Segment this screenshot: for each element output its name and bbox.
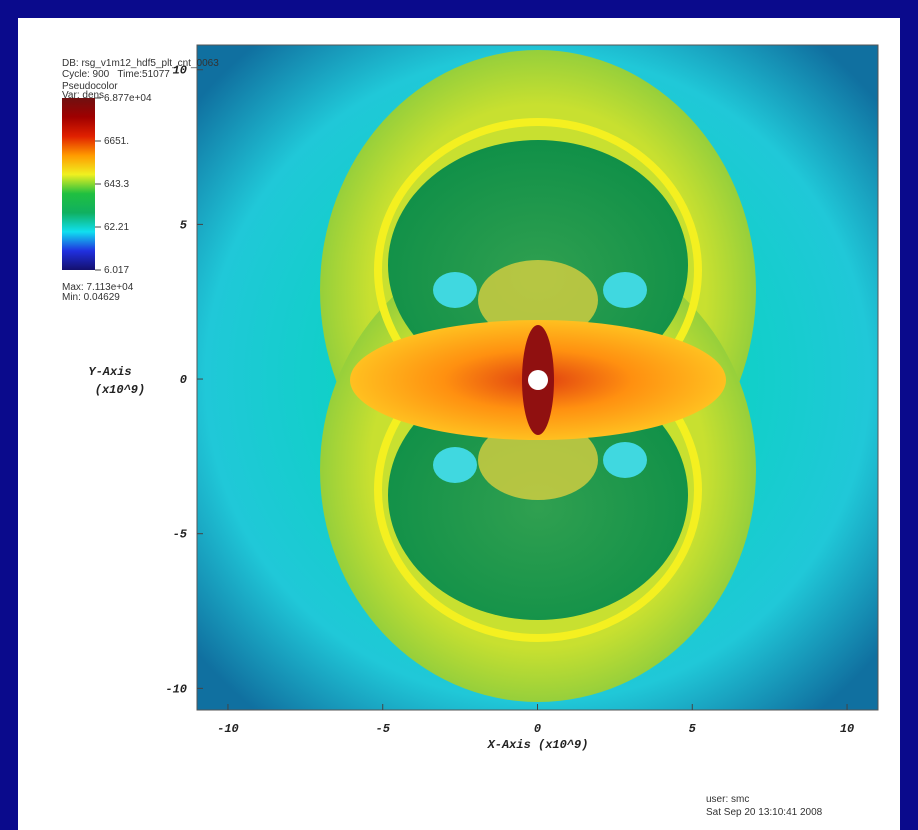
x-tick-label: 5 [689,722,697,736]
date: Sat Sep 20 13:10:41 2008 [706,807,823,818]
x-tick-label: 0 [534,722,541,736]
page: DB: rsg_v1m12_hdf5_plt_cnt_0063 Cycle: 9… [0,0,918,830]
colorbar-tick-label: 62.21 [104,222,129,233]
x-tick-label: -5 [376,722,391,736]
min-label: Min: 0.04629 [62,292,120,303]
colorbar-tick-label: 6.017 [104,265,129,276]
x-axis-title: X-Axis (x10^9) [487,738,589,752]
y-axis-unit: (x10^9) [95,383,145,397]
y-tick-label: 10 [173,64,187,78]
chart: DB: rsg_v1m12_hdf5_plt_cnt_0063 Cycle: 9… [0,0,918,830]
cycle-time: Cycle: 900 Time:51077 [62,69,170,80]
x-tick-label: -10 [217,722,239,736]
y-tick-label: -10 [165,682,187,696]
colorbar [62,98,95,270]
y-tick-label: 0 [180,373,187,387]
y-tick-label: 5 [180,218,188,232]
field-image [197,45,878,710]
user: user: smc [706,794,749,805]
colorbar-tick-label: 643.3 [104,179,129,190]
y-tick-label: -5 [173,528,188,542]
db-label: DB: rsg_v1m12_hdf5_plt_cnt_0063 [62,58,219,69]
x-tick-label: 10 [840,722,854,736]
colorbar-tick-label: 6651. [104,136,129,147]
y-axis-title: Y-Axis [88,365,131,379]
colorbar-tick-label: 6.877e+04 [104,93,152,104]
variable: Var: dens [62,90,104,101]
